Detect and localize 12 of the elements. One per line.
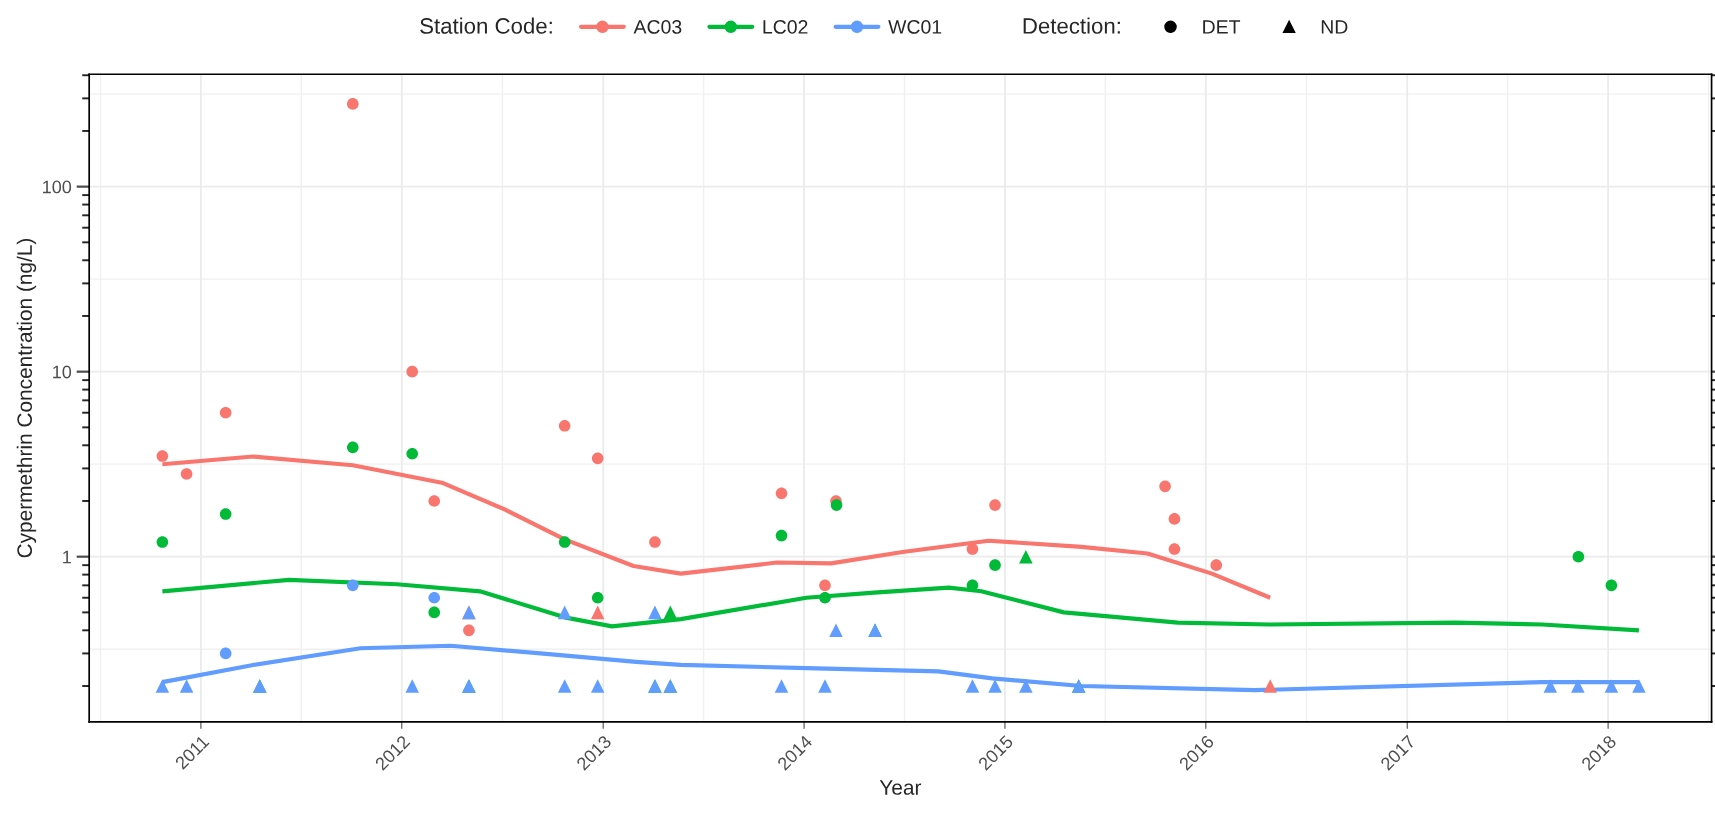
y-tick-label: 100 bbox=[43, 180, 72, 194]
legend-label: AC03 bbox=[633, 20, 682, 34]
x-axis-title: Year bbox=[879, 780, 922, 795]
legend-label: LC02 bbox=[763, 20, 808, 34]
legend-title: Station Code: bbox=[420, 17, 552, 34]
legend-label: WC01 bbox=[888, 20, 942, 34]
text: ND bbox=[1321, 20, 1348, 34]
y-tick-label: 10 bbox=[53, 365, 72, 379]
y-axis-title: Cypermethrin Concentration (ng/L) bbox=[16, 238, 37, 558]
y-tick-label: 1 bbox=[63, 550, 71, 564]
text: Detection: bbox=[1023, 17, 1120, 34]
text: DET bbox=[1203, 20, 1241, 34]
